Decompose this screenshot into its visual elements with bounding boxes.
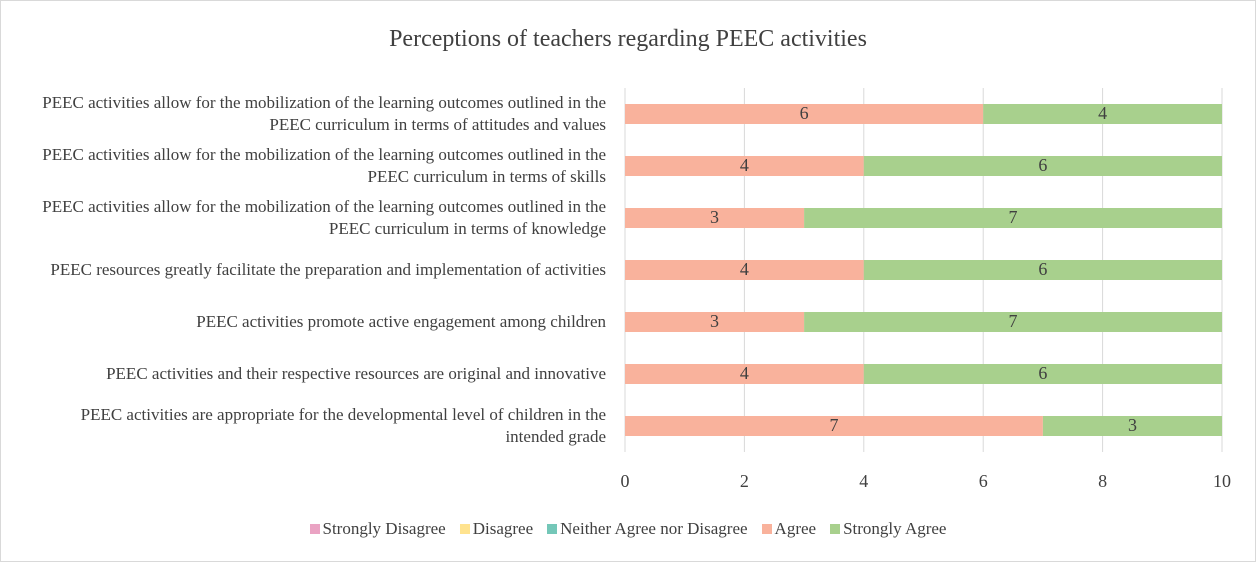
x-tick-label: 2 [740, 471, 749, 491]
data-label: 4 [740, 155, 749, 175]
bar-segment [625, 364, 864, 384]
bar-segment [863, 156, 1222, 176]
data-label: 6 [800, 103, 809, 123]
bar-segment [625, 104, 984, 124]
data-label: 7 [1009, 207, 1018, 227]
legend-swatch [547, 524, 558, 534]
category-label: PEEC activities allow for the mobilizati… [42, 93, 606, 134]
bar-segment [863, 260, 1222, 280]
legend-swatch [761, 524, 772, 534]
data-label: 4 [740, 363, 749, 383]
bar-segment [804, 312, 1222, 332]
category-label: PEEC activities and their respective res… [106, 364, 606, 383]
data-label: 6 [1038, 155, 1047, 175]
bar-segment [625, 312, 805, 332]
bar-segment [863, 364, 1222, 384]
legend-label: Agree [774, 519, 817, 538]
bar-segment [625, 208, 805, 228]
data-label: 6 [1038, 259, 1047, 279]
chart-title: Perceptions of teachers regarding PEEC a… [389, 26, 867, 52]
data-label: 3 [1128, 415, 1137, 435]
category-label: PEEC activities allow for the mobilizati… [42, 197, 606, 238]
legend-label: Disagree [472, 519, 534, 538]
data-label: 4 [1098, 103, 1107, 123]
legend-swatch [459, 524, 470, 534]
x-tick-label: 8 [1098, 471, 1107, 491]
legend-item: Neither Agree nor Disagree [547, 519, 748, 539]
x-tick-label: 10 [1213, 471, 1231, 491]
legend: Strongly Disagree Disagree Neither Agree n… [0, 519, 1256, 539]
data-label: 6 [1038, 363, 1047, 383]
legend-item: Strongly Agree [830, 519, 946, 539]
data-label: 4 [740, 259, 749, 279]
data-label: 3 [710, 207, 719, 227]
category-label: PEEC activities promote active engagemen… [196, 312, 606, 331]
data-label: 7 [1009, 311, 1018, 331]
x-tick-label: 0 [621, 471, 630, 491]
bar-segment [804, 208, 1222, 228]
legend-item: Strongly Disagree [309, 519, 446, 539]
x-tick-label: 6 [979, 471, 988, 491]
legend-item: Disagree [459, 519, 534, 539]
data-label: 7 [829, 415, 838, 435]
legend-label: Neither Agree nor Disagree [560, 519, 748, 538]
bar-segment [625, 260, 864, 280]
legend-label: Strongly Agree [843, 519, 947, 538]
category-label: PEEC activities allow for the mobilizati… [42, 145, 606, 186]
legend-swatch [309, 524, 320, 534]
bar-segment [983, 104, 1222, 124]
category-label: PEEC activities are appropriate for the … [80, 405, 606, 446]
legend-item: Agree [761, 519, 817, 539]
category-label: PEEC resources greatly facilitate the pr… [50, 260, 606, 279]
data-label: 3 [710, 311, 719, 331]
legend-swatch [830, 524, 841, 534]
legend-label: Strongly Disagree [322, 519, 446, 538]
bar-segment [1042, 416, 1222, 436]
bar-segment [625, 416, 1043, 436]
bar-segment [625, 156, 864, 176]
x-tick-label: 4 [859, 471, 868, 491]
